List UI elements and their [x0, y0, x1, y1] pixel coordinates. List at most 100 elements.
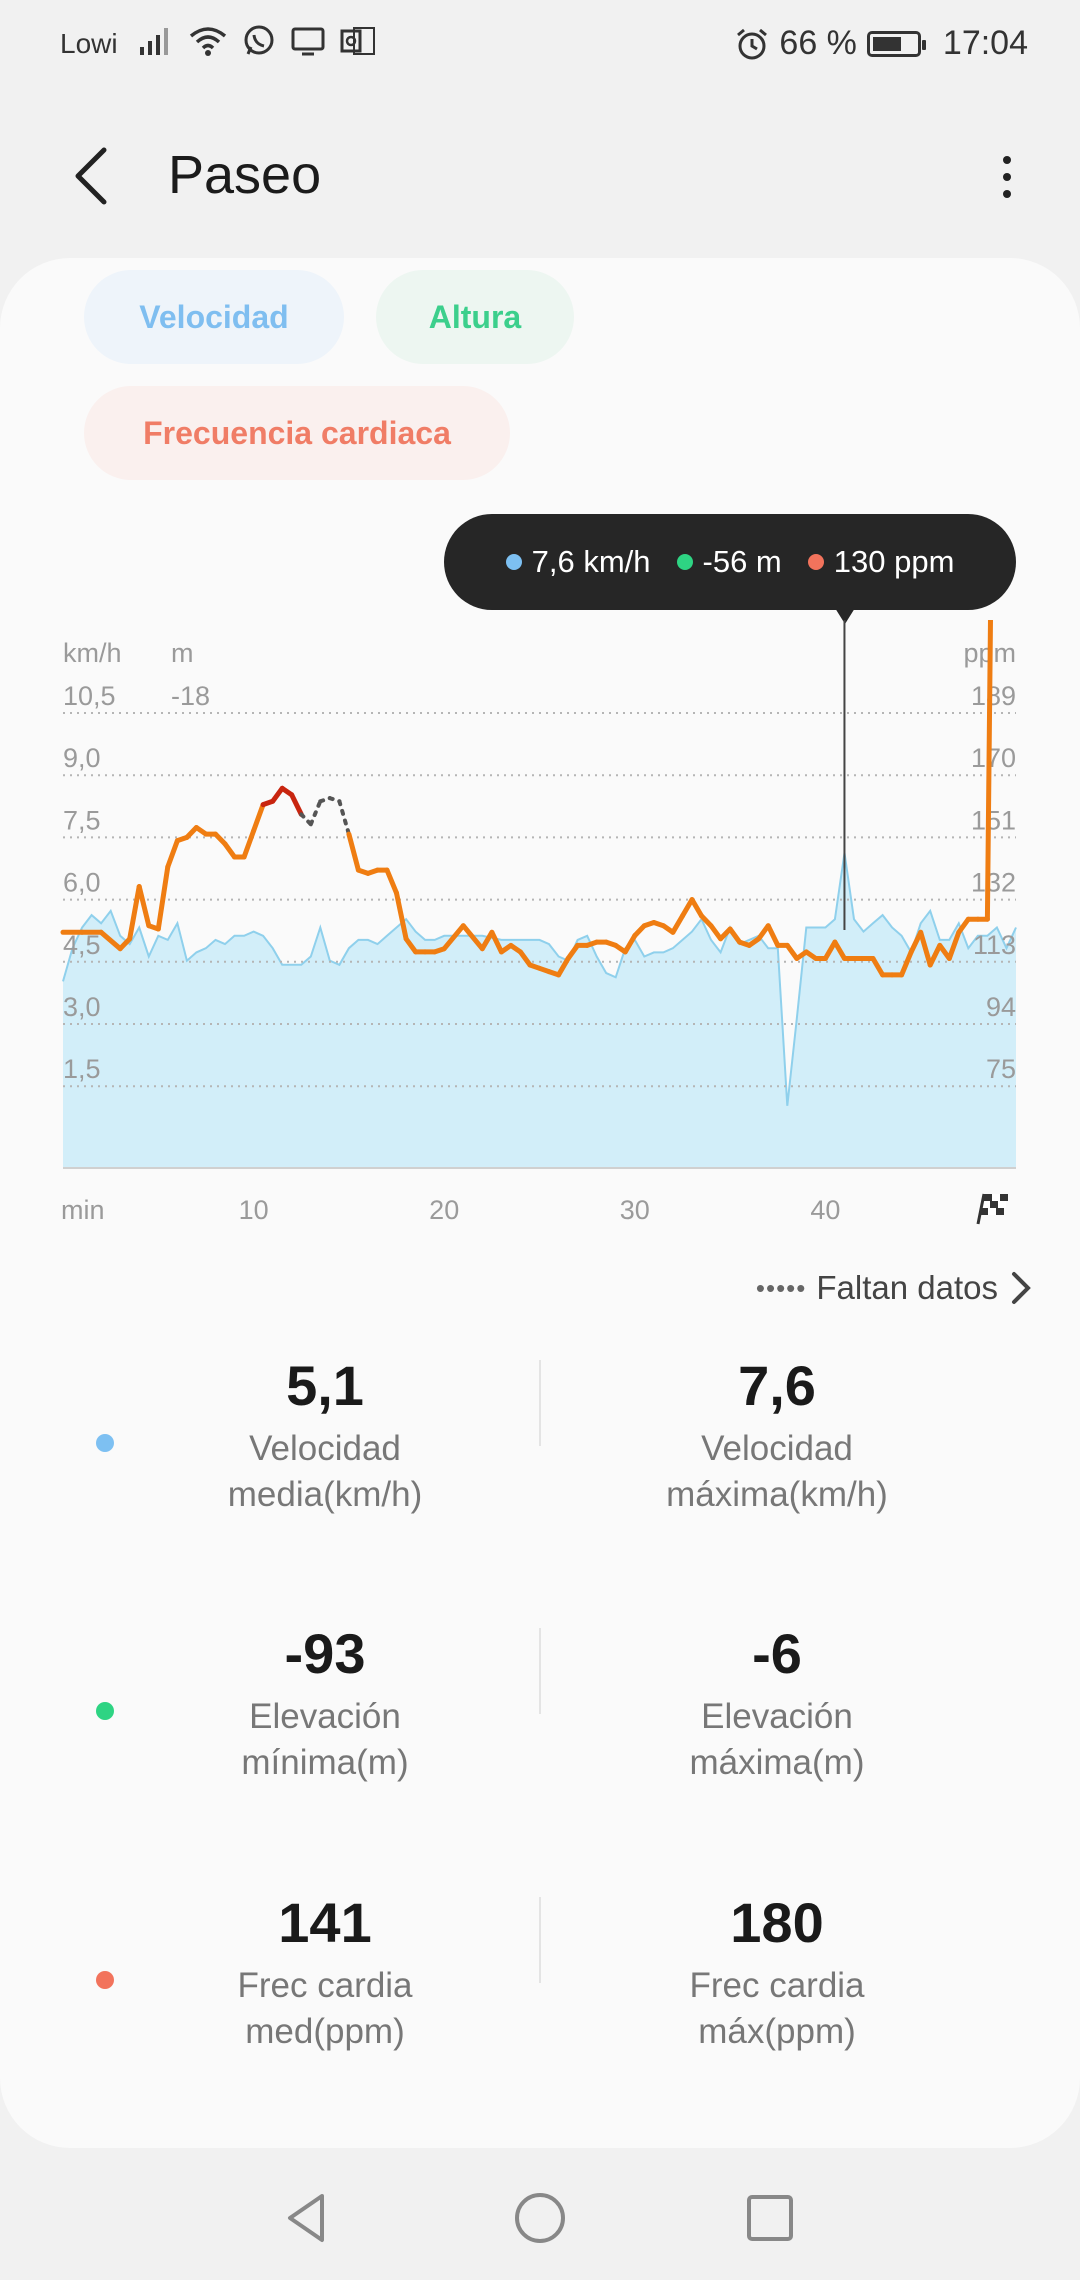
carrier-name: Lowi: [60, 28, 118, 59]
heart-rate-segment: [670, 913, 685, 935]
heart-rate-segment: [822, 939, 838, 961]
stat-label: Velocidad: [701, 1429, 853, 1468]
stat-max-elevation: -6 Elevación máxima(m): [567, 1618, 987, 1786]
flag-cell: [984, 1194, 992, 1201]
speed-legend-dot: [96, 1434, 114, 1452]
stat-label: máx(ppm): [698, 2012, 856, 2051]
workout-chart[interactable]: km/hmppm10,51899,01707,51516,01324,51133…: [0, 620, 1080, 1240]
stat-label: mínima(m): [241, 1743, 409, 1782]
back-button[interactable]: [60, 140, 130, 210]
stat-label: Frec cardia: [689, 1966, 865, 2005]
wifi-icon: [189, 27, 227, 56]
y-right-tick-label: 75: [986, 1054, 1016, 1084]
heart-rate-segment: [984, 620, 993, 922]
heart-rate-segment: [765, 923, 781, 948]
chip-heart-rate[interactable]: Frecuencia cardiaca: [84, 386, 510, 480]
heart-rate-segment: [556, 956, 571, 978]
whatsapp-icon: [244, 25, 274, 55]
stat-label: media(km/h): [227, 1475, 423, 1514]
cast-icon: [291, 27, 325, 56]
page-title: Paseo: [168, 145, 322, 205]
heart-rate-segment: [565, 942, 581, 961]
stats-speed-row: 5,1 Velocidad media(km/h) 7,6 Velocidad má…: [0, 1350, 1080, 1550]
stat-avg-heart-rate: 141 Frec cardia med(ppm): [115, 1887, 535, 2055]
battery-icon: [866, 30, 926, 57]
y-left-tick-label: 3,0: [63, 992, 101, 1022]
system-nav-bar: [0, 2160, 1080, 2280]
heart-rate-missing-segment: [337, 799, 351, 837]
heart-rate-segment: [403, 936, 419, 955]
heart-rate-missing-segment: [308, 799, 323, 827]
y-right-tick-label: 132: [971, 868, 1016, 898]
flag-cell: [1000, 1194, 1008, 1201]
stat-label: med(ppm): [245, 2012, 405, 2051]
heart-rate-segment: [784, 942, 800, 961]
heart-rate-segment: [832, 939, 847, 961]
stat-label: Elevación: [249, 1697, 401, 1736]
chip-speed[interactable]: Velocidad: [84, 270, 344, 364]
stat-label: Frec cardia: [237, 1966, 413, 2005]
heart-rate-segment: [489, 929, 504, 955]
flag-cell: [988, 1208, 996, 1215]
heart-rate-segment: [98, 929, 123, 952]
heart-rate-segment: [346, 831, 361, 873]
x-tick-label: 10: [239, 1195, 269, 1225]
heart-rate-segment: [222, 841, 237, 860]
tooltip-altitude: -56 m: [702, 544, 782, 579]
heart-rate-segment: [460, 923, 485, 952]
heart-rate-segment: [689, 897, 704, 919]
y-right-tick-label: 113: [973, 930, 1016, 960]
finish-flag-icon: [976, 1193, 1008, 1225]
stat-label: Velocidad: [249, 1429, 401, 1468]
speed-line: [62, 852, 1017, 1106]
y-left-tick-label: 7,5: [63, 805, 101, 835]
heart-rate-missing-segment: [299, 812, 313, 827]
nav-recents-button[interactable]: [740, 2188, 800, 2248]
stat-max-speed: 7,6 Velocidad máxima(km/h): [567, 1350, 987, 1518]
status-bar: Lowi 66: [0, 0, 1080, 90]
heart-rate-segment: [165, 838, 180, 870]
heart-rate-segment: [270, 785, 285, 804]
stats-heart-rate-row: 141 Frec cardia med(ppm) 180 Frec cardia m…: [0, 1887, 1080, 2087]
y-right-tick-label: 94: [986, 992, 1016, 1022]
stat-max-heart-rate: 180 Frec cardia máx(ppm): [567, 1887, 987, 2055]
status-right: 66 % 17:04: [735, 24, 1028, 63]
battery-percent: 66 %: [779, 24, 857, 62]
app-header: Paseo: [0, 110, 1080, 240]
clock: 17:04: [942, 24, 1028, 62]
flag-cell: [996, 1208, 1004, 1215]
nav-back-button[interactable]: [278, 2188, 338, 2248]
stat-value: -93: [284, 1622, 366, 1685]
flag-pole: [976, 1193, 986, 1225]
more-options-button[interactable]: [982, 142, 1032, 212]
divider: [539, 1897, 541, 1983]
nav-home-button[interactable]: [510, 2188, 570, 2248]
x-tick-label: 40: [810, 1195, 840, 1225]
stat-label: Elevación: [701, 1697, 853, 1736]
heart-rate-segment: [479, 929, 495, 952]
missing-data-link[interactable]: ••••• Faltan datos: [756, 1268, 1034, 1308]
heart-rate-segment: [956, 916, 971, 935]
heart-rate-dot: [807, 554, 824, 570]
flag-cell: [980, 1208, 988, 1215]
heart-rate-segment: [289, 792, 304, 817]
stat-avg-speed: 5,1 Velocidad media(km/h): [115, 1350, 535, 1518]
status-icons: [138, 24, 376, 58]
stat-label: máxima(km/h): [666, 1475, 888, 1514]
stats-elevation-row: -93 Elevación mínima(m) -6 Elevación máxim…: [0, 1618, 1080, 1818]
tooltip-speed: 7,6 km/h: [531, 544, 651, 579]
heart-rate-segment: [927, 942, 943, 968]
tooltip-pointer: [835, 608, 855, 624]
outlook-icon: [340, 27, 375, 55]
stat-value: 5,1: [286, 1354, 364, 1417]
y-left-tick-label: 10,5: [63, 681, 116, 711]
chip-altitude[interactable]: Altura: [376, 270, 574, 364]
heart-rate-segment: [155, 864, 171, 932]
heart-rate-segment: [727, 926, 743, 945]
heart-rate-segment: [899, 949, 914, 978]
heart-rate-segment: [680, 897, 695, 919]
heart-rate-segment: [708, 923, 724, 942]
dotted-legend-icon: •••••: [755, 1272, 807, 1303]
missing-data-label: Faltan datos: [816, 1269, 998, 1306]
speed-dot: [505, 554, 522, 570]
